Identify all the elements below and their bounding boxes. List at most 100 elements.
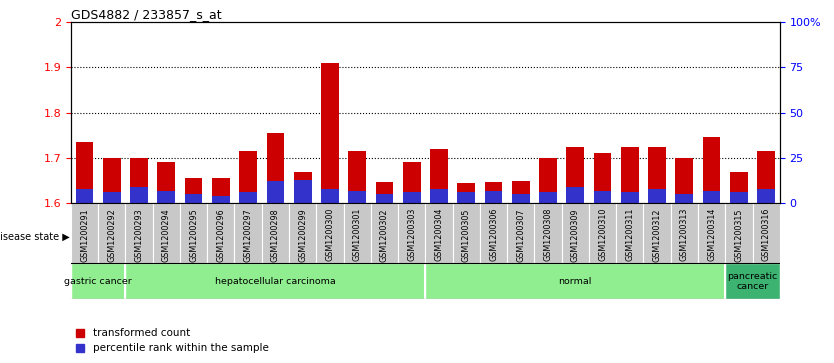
Text: GSM1200303: GSM1200303 [407,208,416,261]
Bar [430,149,448,203]
Bar [457,183,475,203]
Bar [703,191,721,203]
Bar [403,163,420,203]
Text: GSM1200302: GSM1200302 [380,208,389,262]
Text: GSM1200309: GSM1200309 [570,208,580,262]
Bar [616,203,644,263]
Bar [644,203,671,263]
Bar [512,181,530,203]
Text: GSM1200313: GSM1200313 [680,208,689,261]
Bar [539,192,557,203]
Bar [430,189,448,203]
Text: disease state ▶: disease state ▶ [0,232,69,242]
Text: GSM1200312: GSM1200312 [652,208,661,262]
Text: GSM1200316: GSM1200316 [761,208,771,261]
Bar [757,189,775,203]
Text: GSM1200307: GSM1200307 [516,208,525,262]
Bar [103,192,121,203]
Bar [344,203,371,263]
Bar [457,192,475,203]
Bar [130,187,148,203]
Bar [561,203,589,263]
Text: GSM1200291: GSM1200291 [80,208,89,262]
Bar [566,147,584,203]
Bar [76,142,93,203]
Text: GSM1200305: GSM1200305 [462,208,470,262]
Bar [398,203,425,263]
Bar [594,154,611,203]
Bar [349,151,366,203]
Bar [371,203,398,263]
Text: GSM1200298: GSM1200298 [271,208,280,262]
Bar [375,194,394,203]
Text: GSM1200292: GSM1200292 [108,208,116,262]
Bar [671,203,698,263]
Text: GSM1200315: GSM1200315 [735,208,743,262]
Bar [239,192,257,203]
Bar [158,163,175,203]
Bar [212,178,229,203]
Bar [566,187,584,203]
Bar [321,63,339,203]
Bar [403,192,420,203]
Bar [757,151,775,203]
Text: GSM1200306: GSM1200306 [489,208,498,261]
Text: GSM1200296: GSM1200296 [216,208,225,262]
Bar [703,138,721,203]
Bar [621,147,639,203]
Text: GSM1200301: GSM1200301 [353,208,362,261]
Text: GSM1200308: GSM1200308 [544,208,553,261]
Bar [752,203,780,263]
Text: GDS4882 / 233857_s_at: GDS4882 / 233857_s_at [71,8,222,21]
Bar [321,189,339,203]
Bar [698,203,726,263]
Bar [294,172,312,203]
Bar [425,263,726,299]
Bar [594,191,611,203]
Bar [349,191,366,203]
Text: GSM1200294: GSM1200294 [162,208,171,262]
Bar [207,203,234,263]
Text: GSM1200310: GSM1200310 [598,208,607,261]
Bar [289,203,316,263]
Bar [184,178,203,203]
Bar [375,182,394,203]
Bar [184,194,203,203]
Bar [676,194,693,203]
Bar [480,203,507,263]
Bar [535,203,561,263]
Bar [76,189,93,203]
Text: GSM1200314: GSM1200314 [707,208,716,261]
Bar [676,158,693,203]
Bar [621,192,639,203]
Text: GSM1200295: GSM1200295 [189,208,198,262]
Bar [648,147,666,203]
Bar [507,203,535,263]
Text: GSM1200299: GSM1200299 [298,208,307,262]
Bar [589,203,616,263]
Text: GSM1200297: GSM1200297 [244,208,253,262]
Bar [730,172,748,203]
Bar [158,191,175,203]
Bar [212,196,229,203]
Bar [294,180,312,203]
Bar [153,203,180,263]
Text: gastric cancer: gastric cancer [64,277,132,286]
Text: GSM1200300: GSM1200300 [325,208,334,261]
Bar [726,203,752,263]
Bar [512,194,530,203]
Bar [262,203,289,263]
Bar [485,182,502,203]
Text: GSM1200293: GSM1200293 [134,208,143,262]
Bar [103,158,121,203]
Bar [71,203,98,263]
Bar [726,263,780,299]
Bar [125,203,153,263]
Text: GSM1200304: GSM1200304 [435,208,444,261]
Text: pancreatic
cancer: pancreatic cancer [727,272,777,291]
Bar [267,133,284,203]
Bar [234,203,262,263]
Bar [130,158,148,203]
Bar [648,189,666,203]
Bar [539,158,557,203]
